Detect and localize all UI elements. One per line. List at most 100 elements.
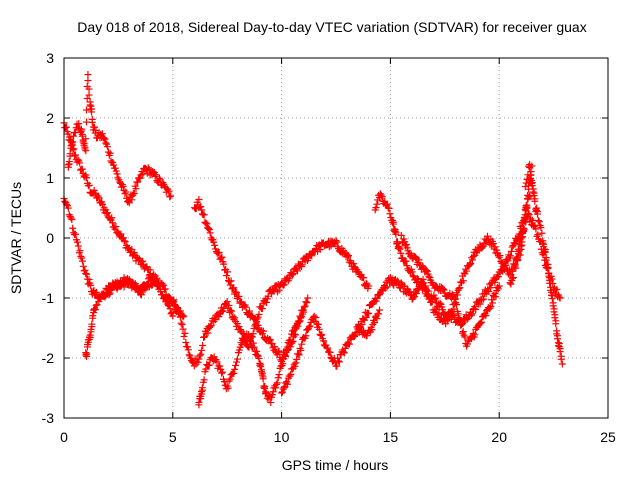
data-point-marker — [227, 307, 235, 315]
data-point-marker — [195, 196, 203, 204]
data-point-marker — [198, 384, 206, 392]
data-point-marker — [556, 348, 564, 356]
data-point-marker — [83, 270, 91, 278]
data-point-marker — [456, 315, 464, 323]
data-point-marker — [218, 369, 226, 377]
data-point-marker — [507, 247, 515, 255]
x-tick-label: 10 — [274, 429, 290, 445]
data-point-marker — [400, 235, 408, 243]
data-point-marker — [254, 321, 262, 329]
data-point-marker — [275, 371, 283, 379]
data-point-marker — [419, 275, 427, 283]
data-point-marker — [551, 286, 559, 294]
data-point-marker — [164, 186, 172, 194]
data-point-marker — [396, 245, 404, 253]
data-point-marker — [169, 312, 177, 320]
data-point-marker — [76, 159, 84, 167]
data-point-marker — [478, 243, 486, 251]
data-point-marker — [389, 220, 397, 228]
data-point-marker — [245, 331, 253, 339]
data-point-marker — [245, 307, 253, 315]
data-point-marker — [318, 331, 326, 339]
data-point-marker — [495, 253, 503, 261]
data-point-marker — [523, 201, 531, 209]
data-point-marker — [454, 310, 462, 318]
data-point-marker — [436, 299, 444, 307]
data-point-marker — [253, 351, 261, 359]
data-point-marker — [90, 123, 98, 131]
data-point-marker — [463, 267, 471, 275]
y-tick-label: 2 — [46, 110, 54, 126]
data-point-marker — [533, 210, 541, 218]
data-point-marker — [90, 186, 98, 194]
data-point-marker — [194, 358, 202, 366]
data-point-marker — [137, 285, 145, 293]
data-point-marker — [385, 204, 393, 212]
data-point-marker — [121, 238, 129, 246]
data-point-marker — [88, 118, 96, 126]
data-point-marker — [175, 310, 183, 318]
data-point-marker — [278, 389, 286, 397]
data-point-marker — [295, 351, 303, 359]
data-point-marker — [84, 71, 92, 79]
data-point-marker — [525, 162, 533, 170]
data-point-marker — [78, 254, 86, 262]
data-point-marker — [84, 77, 92, 85]
data-point-marker — [372, 204, 380, 212]
data-point-marker — [386, 274, 394, 282]
data-point-marker — [411, 293, 419, 301]
data-point-marker — [317, 331, 325, 339]
data-point-marker — [210, 238, 218, 246]
data-point-marker — [176, 313, 184, 321]
data-point-marker — [259, 327, 267, 335]
data-point-marker — [492, 293, 500, 301]
data-point-marker — [170, 296, 178, 304]
data-point-marker — [178, 321, 186, 329]
data-point-marker — [192, 204, 200, 212]
data-point-marker — [152, 171, 160, 179]
data-point-marker — [480, 311, 488, 319]
data-point-marker — [520, 225, 528, 233]
data-point-marker — [227, 306, 235, 314]
data-point-marker — [514, 245, 522, 253]
data-point-marker — [283, 380, 291, 388]
data-point-marker — [325, 243, 333, 251]
data-point-marker — [72, 230, 80, 238]
data-point-marker — [529, 188, 537, 196]
data-point-marker — [298, 262, 306, 270]
data-point-marker — [308, 252, 316, 260]
data-point-marker — [362, 313, 370, 321]
data-point-marker — [195, 355, 203, 363]
data-point-marker — [103, 209, 111, 217]
data-point-marker — [376, 291, 384, 299]
data-point-marker — [288, 271, 296, 279]
data-point-marker — [289, 331, 297, 339]
data-point-marker — [457, 321, 465, 329]
data-point-marker — [528, 182, 536, 190]
chart-title: Day 018 of 2018, Sidereal Day-to-day VTE… — [77, 19, 586, 35]
data-point-marker — [522, 218, 530, 226]
data-point-marker — [296, 317, 304, 325]
data-point-marker — [97, 199, 105, 207]
data-point-marker — [525, 193, 533, 201]
data-point-marker — [544, 265, 552, 273]
data-point-marker — [143, 263, 151, 271]
data-point-marker — [508, 243, 516, 251]
data-point-marker — [257, 363, 265, 371]
data-point-marker — [229, 284, 237, 292]
data-point-marker — [551, 314, 559, 322]
data-point-marker — [494, 273, 502, 281]
data-point-marker — [218, 253, 226, 261]
data-point-marker — [278, 280, 286, 288]
data-point-marker — [89, 312, 97, 320]
data-point-marker — [554, 335, 562, 343]
data-point-marker — [527, 215, 535, 223]
data-point-marker — [119, 234, 127, 242]
data-point-marker — [280, 384, 288, 392]
data-point-marker — [249, 330, 257, 338]
data-point-marker — [439, 306, 447, 314]
data-point-marker — [268, 290, 276, 298]
data-point-marker — [354, 327, 362, 335]
data-point-marker — [487, 302, 495, 310]
data-point-marker — [198, 206, 206, 214]
